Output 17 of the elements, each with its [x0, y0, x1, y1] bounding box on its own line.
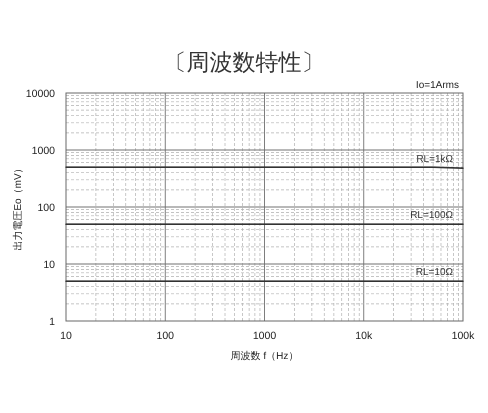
y-tick-label: 1 [49, 316, 56, 328]
x-axis-title: 周波数 f（Hz） [230, 350, 298, 362]
x-tick-label: 10k [355, 330, 373, 342]
y-tick-label: 10 [43, 259, 56, 271]
series-label: RL=100Ω [410, 210, 454, 222]
y-tick-label: 1000 [32, 145, 56, 157]
series-label: RL=10Ω [416, 267, 454, 278]
series-label: RL=1kΩ [416, 154, 454, 166]
chart-title: 〔周波数特性〕 [164, 49, 324, 75]
x-tick-label: 100k [452, 330, 476, 342]
x-tick-label: 1000 [252, 330, 276, 342]
x-tick-label: 100 [156, 330, 174, 342]
y-axis-title: 出力電圧Eo（mV） [12, 163, 24, 251]
y-tick-label: 100 [37, 202, 56, 214]
text: Io=1Arms [416, 80, 459, 91]
y-tick-label: 10000 [26, 88, 56, 100]
x-tick-label: 10 [60, 330, 72, 342]
